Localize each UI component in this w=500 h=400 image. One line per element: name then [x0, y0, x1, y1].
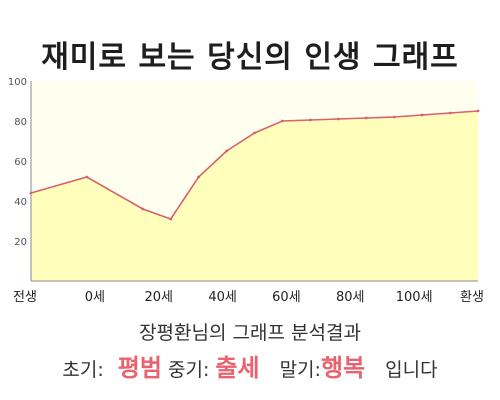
data-point	[364, 116, 368, 120]
y-tick-label: 100	[8, 77, 27, 88]
data-point	[476, 109, 480, 113]
data-point	[308, 118, 312, 122]
x-tick-label: 60세	[272, 290, 301, 305]
data-point	[169, 217, 173, 221]
data-point	[448, 111, 452, 115]
data-point	[141, 207, 145, 211]
data-point	[85, 175, 89, 179]
early-value: 평범	[117, 354, 162, 382]
x-tick-label: 20세	[144, 290, 173, 305]
late-label: 말기:	[279, 359, 321, 381]
data-point	[225, 149, 228, 153]
ending-text: 입니다	[385, 359, 438, 381]
data-point	[197, 175, 201, 179]
data-point	[420, 113, 424, 117]
x-tick-label: 80세	[336, 290, 365, 305]
y-tick-label: 60	[14, 157, 27, 168]
data-point	[253, 131, 256, 135]
data-point	[392, 115, 396, 119]
x-tick-label: 100세	[396, 290, 433, 305]
x-tick-label: 전생	[13, 290, 37, 305]
x-tick-label: 환생	[460, 290, 484, 305]
x-tick-label: 40세	[208, 290, 237, 305]
late-value: 행복	[320, 354, 366, 382]
analysis-result: 초기: 평범 중기: 출세 말기:행복 입니다	[0, 348, 500, 383]
analysis-subtitle: 장평환님의 그래프 분석결과	[139, 322, 361, 344]
y-tick-label: 40	[14, 197, 27, 208]
mid-value: 출세	[215, 354, 260, 382]
data-point	[281, 119, 284, 123]
x-tick-label: 0세	[85, 290, 105, 305]
y-tick-label: 80	[14, 117, 27, 128]
page-title: 재미로 보는 당신의 인생 그래프	[41, 40, 459, 75]
mid-label: 중기:	[168, 359, 210, 381]
early-label: 초기:	[62, 359, 104, 381]
area-fill	[31, 111, 478, 281]
data-point	[336, 117, 340, 121]
y-tick-label: 20	[14, 237, 27, 248]
